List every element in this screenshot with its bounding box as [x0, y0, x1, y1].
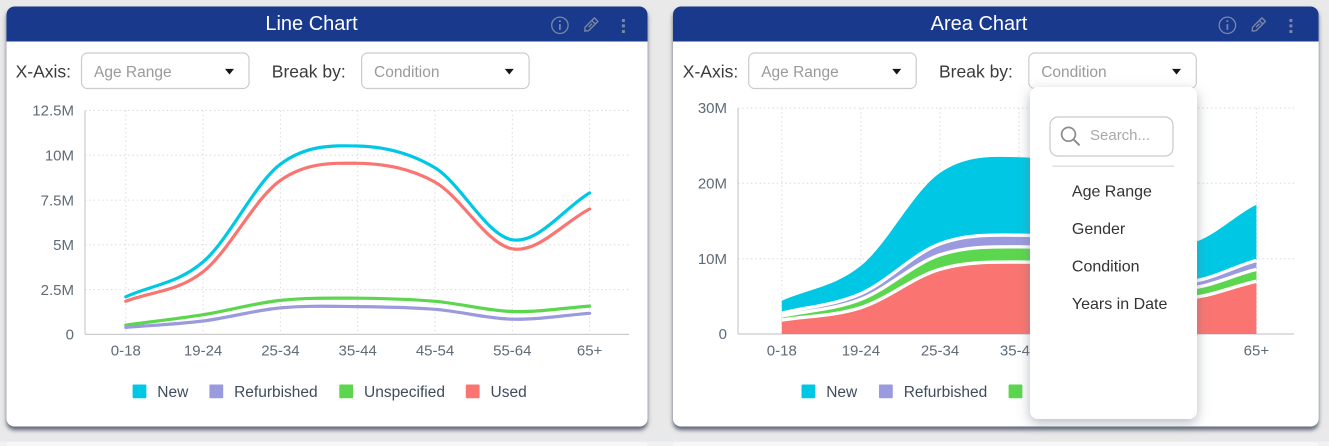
svg-text:7.5M: 7.5M — [41, 192, 74, 209]
svg-text:35-44: 35-44 — [1000, 343, 1038, 360]
svg-text:X-Axis:: X-Axis: — [16, 62, 71, 82]
svg-text:19-24: 19-24 — [842, 343, 880, 360]
svg-text:Age Range: Age Range — [1072, 183, 1152, 200]
svg-text:65+: 65+ — [577, 343, 603, 360]
svg-text:25-34: 25-34 — [261, 343, 299, 360]
svg-text:Area Chart: Area Chart — [931, 13, 1028, 35]
svg-text:10M: 10M — [45, 148, 74, 165]
svg-text:0: 0 — [719, 326, 727, 343]
svg-text:45-54: 45-54 — [416, 343, 454, 360]
svg-text:Line Chart: Line Chart — [265, 13, 358, 35]
svg-text:New: New — [826, 384, 858, 401]
svg-text:Search...: Search... — [1090, 127, 1150, 144]
svg-text:Gender: Gender — [1072, 221, 1126, 238]
svg-text:30M: 30M — [698, 100, 727, 117]
svg-text:12.5M: 12.5M — [32, 103, 74, 120]
svg-text:Age Range: Age Range — [761, 64, 839, 81]
svg-text:New: New — [157, 384, 189, 401]
svg-text:35-44: 35-44 — [339, 343, 377, 360]
svg-text:10M: 10M — [698, 251, 727, 268]
svg-text:19-24: 19-24 — [184, 343, 222, 360]
svg-text:Years in Date: Years in Date — [1072, 296, 1168, 313]
svg-text:Refurbished: Refurbished — [234, 384, 318, 401]
svg-text:0: 0 — [66, 327, 74, 344]
svg-text:Condition: Condition — [374, 64, 440, 81]
svg-text:Break by:: Break by: — [272, 62, 346, 82]
svg-text:2.5M: 2.5M — [41, 282, 74, 299]
svg-text:0-18: 0-18 — [767, 343, 797, 360]
svg-text:X-Axis:: X-Axis: — [683, 62, 738, 82]
svg-text:25-34: 25-34 — [921, 343, 959, 360]
svg-text:Used: Used — [491, 384, 527, 401]
svg-text:0-18: 0-18 — [111, 343, 141, 360]
svg-text:Unspecified: Unspecified — [364, 384, 445, 401]
svg-text:65+: 65+ — [1244, 343, 1270, 360]
svg-text:Age Range: Age Range — [94, 64, 172, 81]
svg-text:Condition: Condition — [1041, 64, 1107, 81]
svg-text:Refurbished: Refurbished — [904, 384, 988, 401]
svg-text:55-64: 55-64 — [493, 343, 531, 360]
svg-text:Break by:: Break by: — [939, 62, 1013, 82]
svg-text:20M: 20M — [698, 176, 727, 193]
svg-text:Condition: Condition — [1072, 258, 1140, 275]
svg-text:5M: 5M — [53, 237, 74, 254]
